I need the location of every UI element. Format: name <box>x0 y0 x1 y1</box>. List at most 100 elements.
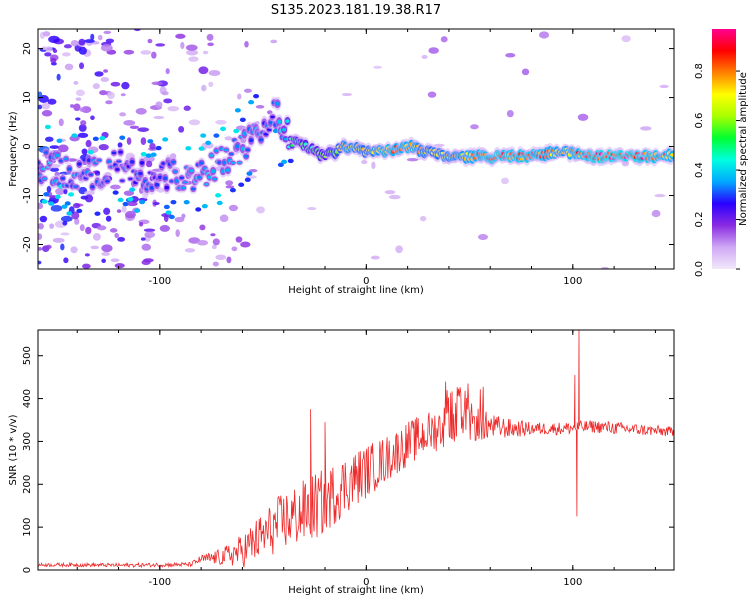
spectrogram-noise-cell <box>577 113 589 121</box>
colorbar-ticks: 0.0 0.2 0.4 0.6 0.8 <box>694 63 740 277</box>
spectrogram-noise-cell <box>256 206 265 214</box>
spectrogram-branch-cell <box>170 199 177 205</box>
spectrogram-noise-cell <box>198 66 209 75</box>
spectrogram-noise-cell <box>153 115 165 120</box>
spectrogram-ridge-core <box>258 138 264 142</box>
spectrogram-noise-cell <box>58 118 64 127</box>
spectrogram-noise-cell <box>406 158 419 162</box>
snr-x-tick-label: 0 <box>363 577 369 588</box>
spectrogram-branch-cell <box>134 208 141 213</box>
spectrogram-noise-cell <box>48 35 60 44</box>
spectrogram-noise-cell <box>145 160 153 168</box>
spectrogram-noise-cell <box>62 52 71 57</box>
spectrogram-noise-cell <box>151 51 157 59</box>
spectrogram-noise-cell <box>126 201 138 207</box>
spectrogram-noise-cell <box>225 180 234 186</box>
spectrogram-noise-cell <box>134 29 141 32</box>
spectrogram-ridge-core <box>214 149 219 153</box>
spectrogram-noise-cell <box>123 49 135 55</box>
spectrogram-ridge-core <box>171 160 176 164</box>
spectrogram-branch-cell <box>244 177 251 182</box>
spectrogram-branch-cell <box>94 211 101 216</box>
spectrogram-ridge-core <box>38 161 41 164</box>
spectrogram-branch-cell <box>248 100 255 105</box>
spectrogram-noise-cell <box>117 236 126 242</box>
spectrogram-noise-cell <box>47 98 57 105</box>
spectrogram-noise-cell <box>101 258 106 263</box>
spectrogram-branch-cell <box>234 108 241 113</box>
colorbar-tick-label: 0.4 <box>694 162 705 178</box>
spectrogram-noise-cell <box>419 215 427 222</box>
snr-y-tick-label: 300 <box>22 432 33 451</box>
spectrogram-branch-cell <box>150 152 157 157</box>
spectrogram-noise-cell <box>161 91 169 96</box>
spectrogram-noise-cell <box>90 33 95 41</box>
spectrogram-noise-cell <box>60 215 73 222</box>
spectrogram-noise-cell <box>70 104 75 108</box>
spectrogram-y-tick-label: 0 <box>22 143 33 149</box>
spectrogram-ridge-core <box>149 186 155 190</box>
spectrogram-y-axis-label: Frequency (Hz) <box>8 111 19 187</box>
spectrogram-branch-cell <box>122 201 129 207</box>
spectrogram-noise-cell <box>228 204 239 212</box>
spectrogram-noise-cell <box>57 144 69 153</box>
spectrogram-noise-cell <box>82 263 91 269</box>
spectrogram-ridge-core <box>105 180 110 183</box>
spectrogram-ridge-core <box>88 173 94 176</box>
spectrogram-branch-cell <box>215 193 222 198</box>
snr-y-tick-label: 500 <box>22 346 33 365</box>
spectrogram-noise-cell <box>73 103 81 112</box>
spectrogram-ridge-core <box>270 115 275 119</box>
spectrogram-noise-cell <box>138 221 144 227</box>
spectrogram-ridge-core <box>179 176 184 180</box>
spectrogram-noise-cell <box>440 36 448 43</box>
spectrogram-noise-cell <box>85 226 92 235</box>
spectrogram-noise-cell <box>45 244 52 250</box>
spectrogram-noise-cell <box>155 43 166 47</box>
spectrogram-branch-cell <box>147 139 154 144</box>
spectrogram-noise-cell <box>78 38 86 46</box>
spectrogram-branch-cell <box>140 151 147 157</box>
spectrogram-branch-cell <box>117 197 124 203</box>
spectrogram-noise-cell <box>153 201 160 206</box>
spectrogram-noise-cell <box>39 215 48 223</box>
spectrogram-noise-cell <box>240 241 251 248</box>
spectrogram-ridge-core <box>58 159 64 163</box>
spectrogram-x-tick-label: -100 <box>148 276 171 287</box>
spectrogram-x-tick-label: 100 <box>563 276 582 287</box>
spectrogram-noise-cell <box>110 184 121 190</box>
spectrogram-noise-cell <box>101 244 113 253</box>
spectrogram-ridge-core <box>285 119 290 123</box>
spectrogram-noise-cell <box>79 62 85 70</box>
spectrogram-x-tick-label: 0 <box>363 276 369 287</box>
spectrogram-noise-cell <box>38 104 43 110</box>
spectrogram-branch-cell <box>277 162 284 168</box>
spectrogram-ridge-core <box>172 170 178 173</box>
spectrogram-ridge-core <box>96 159 102 162</box>
spectrogram-noise-cell <box>659 84 669 89</box>
spectrogram-noise-cell <box>224 136 233 141</box>
spectrogram-branch-cell <box>61 204 68 209</box>
spectrogram-noise-cell <box>49 145 60 149</box>
spectrogram-ridge-core <box>116 160 122 163</box>
spectrogram-noise-cell <box>41 102 51 110</box>
spectrogram-y-tick-label: -20 <box>22 236 33 252</box>
spectrogram-branch-cell <box>92 136 99 142</box>
colorbar-tick-label: 0.2 <box>694 212 705 228</box>
spectrogram-noise-cell <box>244 41 249 48</box>
spectrogram-frame <box>37 28 675 270</box>
spectrogram-branch-cell <box>155 145 162 151</box>
spectrogram-noise-cell <box>50 57 57 63</box>
spectrogram-noise-cell <box>98 143 109 151</box>
spectrogram-noise-cell <box>78 46 87 55</box>
spectrogram-branch-cell <box>168 214 175 220</box>
spectrogram-noise-cell <box>421 54 428 59</box>
spectrogram-noise-cell <box>90 245 100 250</box>
spectrogram-noise-cell <box>208 69 221 77</box>
spectrogram-noise-cell <box>208 81 214 88</box>
spectrogram-ridge-core <box>106 160 112 163</box>
spectrogram-ridge-core <box>670 153 674 157</box>
spectrogram-noise-cell <box>188 119 201 126</box>
spectrogram-noise-cell <box>212 238 220 246</box>
spectrogram-noise-cell <box>74 217 80 225</box>
